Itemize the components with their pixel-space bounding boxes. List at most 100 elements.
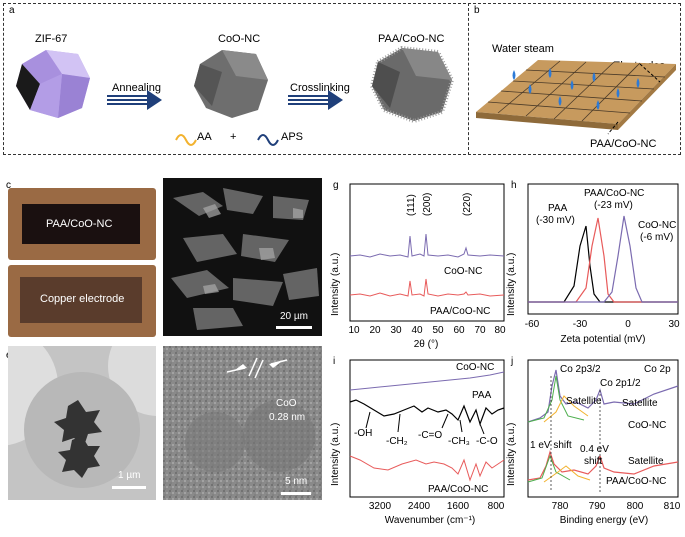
- xrd-paa-coo-nc-trace: [349, 278, 505, 297]
- xrd-tick-10: 10: [348, 325, 360, 336]
- zeta-coo-nc-trace: [528, 215, 678, 303]
- xrd-peak-220: (220): [462, 193, 473, 216]
- xrd-tick-60: 60: [453, 325, 465, 336]
- device-photo-bottom: Copper electrode: [8, 265, 156, 337]
- ftir-coo-nc-trace: [349, 371, 505, 391]
- device-photo-top: PAA/CoO-NC: [8, 188, 156, 260]
- xps-sat1-label: Satellite: [566, 396, 602, 407]
- xrd-tick-20: 20: [369, 325, 381, 336]
- zeta-paa-trace: [528, 225, 678, 303]
- zeta-tick-30: 30: [668, 319, 680, 330]
- ftir-paa-coo-nc-trace: [349, 455, 505, 482]
- zif67-polyhedron: [16, 50, 90, 118]
- xps-tick-800: 800: [627, 501, 644, 512]
- hrtem-spacing-label: 0.28 nm: [269, 412, 306, 423]
- paa-coo-nc-particle: [369, 45, 455, 124]
- ftir-tick-1600: 1600: [447, 501, 470, 512]
- xps-shift2b-label: shift: [584, 456, 603, 467]
- xrd-tick-40: 40: [411, 325, 423, 336]
- xrd-tick-70: 70: [474, 325, 486, 336]
- ftir-co1-label: -C=O: [418, 430, 442, 441]
- zeta-tick-m30: -30: [573, 319, 588, 330]
- zeta-coo-value: (-6 mV): [640, 232, 673, 243]
- ftir-oh-label: -OH: [354, 428, 372, 439]
- xrd-y-label: Intensity (a.u.): [330, 253, 341, 316]
- ftir-paa-label: PAA: [472, 390, 492, 401]
- ftir-paa-coo-nc-label: PAA/CoO-NC: [428, 484, 488, 495]
- xps-p32-label: Co 2p3/2: [560, 364, 601, 375]
- xrd-peak-111: (111): [406, 194, 417, 216]
- zeta-paa-coo-label: PAA/CoO-NC: [584, 188, 644, 199]
- aa-squiggle-icon: [175, 134, 197, 146]
- aps-squiggle-icon: [257, 134, 279, 146]
- xps-chart: Intensity (a.u.) 780 790 800 810 Binding…: [506, 359, 681, 526]
- xps-sat3-label: Satellite: [628, 456, 664, 467]
- ftir-chart: Intensity (a.u.) 3200 2400 1600 800 Wave…: [330, 359, 505, 526]
- tem-image: 1 µm: [8, 346, 156, 500]
- ftir-coo-nc-label: CoO-NC: [456, 362, 494, 373]
- zeta-paa-value: (-30 mV): [536, 215, 575, 226]
- xrd-tick-50: 50: [432, 325, 444, 336]
- xps-coo-nc-fit-2: [543, 395, 589, 423]
- ftir-co2-label: -C-O: [476, 436, 498, 447]
- xps-y-label: Intensity (a.u.): [506, 423, 517, 486]
- annealing-label: Annealing: [112, 82, 161, 94]
- schematic-divider: [468, 3, 469, 155]
- coo-nc-label: CoO-NC: [218, 33, 261, 45]
- hrtem-phase-label: CoO: [276, 398, 297, 409]
- panel-c-letter: c: [6, 180, 11, 191]
- schematic-frame: [3, 3, 681, 155]
- zif67-label: ZIF-67: [35, 33, 68, 45]
- plus-label: +: [230, 131, 237, 143]
- device-photo-top-label: PAA/CoO-NC: [46, 218, 113, 230]
- xps-x-label: Binding energy (eV): [560, 515, 648, 526]
- panel-b-letter: b: [474, 5, 480, 16]
- xps-shift1-label: 1 eV shift: [530, 440, 572, 451]
- xrd-legend-coo-nc: CoO-NC: [444, 266, 482, 277]
- sem-scale-label: 20 µm: [280, 311, 308, 322]
- ftir-ch3-label: -CH₃: [448, 436, 470, 447]
- xrd-legend-paa-coo-nc: PAA/CoO-NC: [430, 306, 490, 317]
- device-schematic: [476, 60, 676, 135]
- xps-coo-nc-label: CoO-NC: [628, 420, 666, 431]
- xps-title: Co 2p: [644, 364, 671, 375]
- ftir-paa-trace: [349, 399, 505, 426]
- zeta-chart: Intensity (a.u.) -60 -30 0 30 Zeta poten…: [506, 183, 680, 345]
- xps-paa-coo-nc-label: PAA/CoO-NC: [606, 476, 666, 487]
- annealing-arrow: [107, 90, 162, 110]
- xrd-peak-200: (200): [422, 193, 433, 216]
- xrd-tick-30: 30: [390, 325, 402, 336]
- zeta-tick-0: 0: [625, 319, 631, 330]
- xps-sat2-label: Satellite: [622, 398, 658, 409]
- panel-a-letter: a: [9, 5, 15, 16]
- device-photo-bottom-label: Copper electrode: [40, 293, 125, 305]
- crosslinking-label: Crosslinking: [290, 82, 350, 94]
- xrd-tick-80: 80: [494, 325, 506, 336]
- aps-label: APS: [281, 131, 304, 143]
- xps-coo-nc-trace: [527, 369, 679, 423]
- panel-j-letter: j: [511, 356, 514, 367]
- xrd-x-label: 2θ (°): [414, 339, 439, 350]
- ftir-tick-2400: 2400: [408, 501, 431, 512]
- ftir-y-label: Intensity (a.u.): [330, 423, 341, 486]
- paa-coo-nc-label: PAA/CoO-NC: [378, 33, 445, 45]
- crosslinking-arrow: [288, 90, 343, 110]
- zeta-paa-label: PAA: [548, 203, 568, 214]
- ftir-tick-800: 800: [488, 501, 505, 512]
- ftir-ch2-label: -CH₂: [386, 436, 408, 447]
- xps-coo-nc-fit-1: [527, 375, 585, 423]
- ftir-tick-3200: 3200: [369, 501, 392, 512]
- sem-image: 20 µm: [163, 178, 322, 336]
- zeta-y-label: Intensity (a.u.): [506, 253, 517, 316]
- aa-label: AA: [197, 131, 212, 143]
- xps-tick-780: 780: [552, 501, 569, 512]
- xps-tick-810: 810: [664, 501, 681, 512]
- zeta-paa-coo-value: (-23 mV): [594, 200, 633, 211]
- ftir-x-label: Wavenumber (cm⁻¹): [385, 515, 475, 526]
- zeta-tick-m60: -60: [525, 319, 540, 330]
- film-label: PAA/CoO-NC: [590, 138, 657, 150]
- xps-shift2a-label: 0.4 eV: [580, 444, 609, 455]
- water-steam-label: Water steam: [492, 43, 554, 55]
- hrtem-scale-label: 5 nm: [285, 476, 308, 487]
- zeta-coo-label: CoO-NC: [638, 220, 676, 231]
